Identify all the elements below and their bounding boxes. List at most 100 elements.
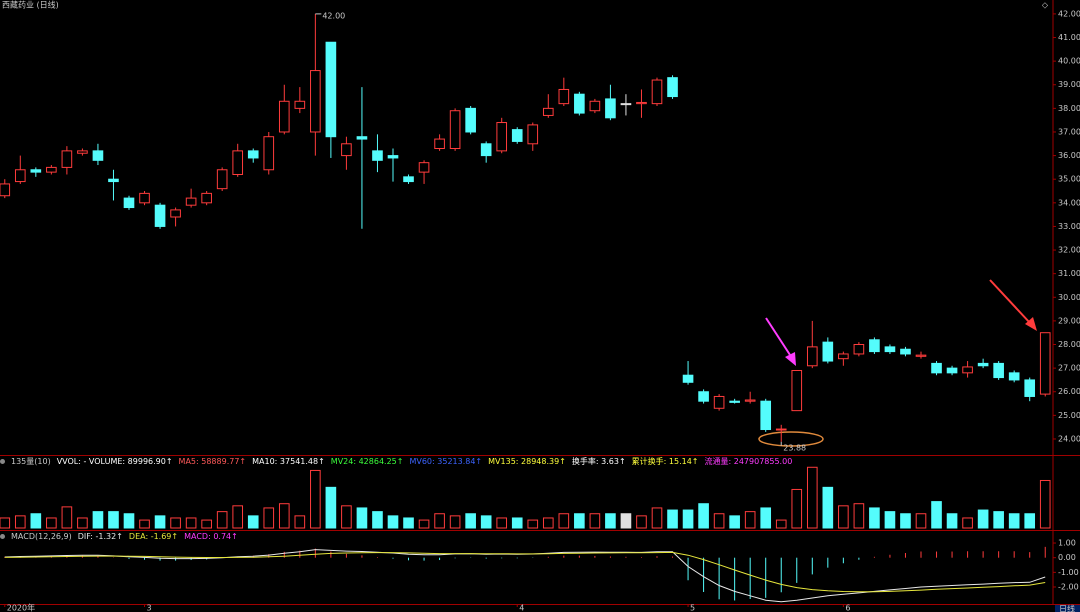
candle-body	[1024, 379, 1036, 397]
candle-body	[201, 192, 212, 204]
period-button-bg[interactable]	[1055, 605, 1080, 612]
candle-body	[310, 70, 321, 133]
candle-body	[884, 346, 896, 353]
volume-bar	[729, 515, 740, 529]
legend-entry: MA10: 37541.48↑	[252, 457, 325, 466]
y-tick-label: 26.00	[1058, 387, 1080, 396]
chart-title: 西藏药业 (日线)	[2, 0, 59, 10]
period-button[interactable]: 日线	[1059, 604, 1075, 612]
candle-body	[869, 339, 880, 353]
volume-bar	[977, 509, 989, 529]
volume-bar	[698, 503, 709, 529]
highlight-ellipse	[758, 431, 824, 447]
candle-body	[667, 77, 678, 98]
volume-bar	[201, 519, 212, 529]
candle-body	[434, 138, 445, 150]
y-tick-label: 24.00	[1058, 434, 1080, 443]
candle-body	[61, 150, 73, 168]
volume-bar	[108, 511, 119, 529]
volume-bar	[372, 511, 383, 529]
legend-entry: MA5: 58889.77↑	[178, 457, 247, 466]
candle-body	[636, 101, 647, 105]
candle-body	[123, 197, 135, 209]
y-tick-label: 41.00	[1058, 33, 1080, 42]
candle-body	[542, 107, 554, 116]
volume-bar	[946, 513, 958, 529]
candle-body	[154, 204, 166, 227]
volume-bar	[418, 519, 430, 529]
legend-entry: 135量(10)	[11, 457, 51, 466]
candle-body	[185, 197, 197, 206]
candle-body	[403, 176, 414, 183]
candle-body	[77, 150, 88, 154]
volume-bar	[822, 486, 834, 529]
candle-body	[1039, 332, 1051, 395]
volume-bar	[170, 517, 181, 529]
candle-body	[605, 98, 616, 119]
volume-bar	[558, 513, 570, 529]
volume-bar	[46, 517, 57, 529]
candle-body	[620, 103, 632, 106]
legend-entry: VVOL: - VOLUME: 89996.90↑	[56, 457, 173, 466]
macd-line	[4, 551, 1046, 593]
arrow-head	[785, 352, 796, 366]
y-tick-label: 0.00	[1058, 553, 1076, 562]
volume-bar	[14, 515, 26, 529]
candle-body	[900, 348, 911, 355]
legend-entry: MV60: 35213.84↑	[409, 457, 483, 466]
volume-bar	[931, 501, 942, 529]
volume-bar	[620, 513, 632, 529]
low-label: 23.88	[783, 443, 806, 452]
volume-bar	[77, 517, 88, 529]
legend-entry: MV24: 42864.25↑	[330, 457, 404, 466]
volume-bar	[139, 519, 150, 529]
volume-bar	[1008, 513, 1020, 529]
legend-entry: MACD: 0.74↑	[184, 532, 238, 541]
candle-body	[356, 136, 368, 140]
arrow	[765, 317, 793, 359]
y-tick-label: 28.00	[1058, 340, 1080, 349]
candle-body	[92, 150, 104, 161]
y-tick-label: 36.00	[1058, 151, 1080, 160]
volume-bar	[278, 503, 290, 529]
volume-bar	[263, 507, 275, 529]
y-tick-label: 38.00	[1058, 104, 1080, 113]
candle-body	[962, 366, 973, 374]
volume-bar	[30, 513, 42, 529]
legend-entry: DEA: -1.69↑	[128, 532, 179, 541]
candle-body	[496, 122, 508, 152]
volume-bar	[713, 513, 725, 529]
candle-body	[651, 79, 663, 105]
y-tick-label: -1.00	[1058, 568, 1079, 577]
volume-bar	[0, 517, 11, 529]
candle-body	[0, 183, 11, 197]
y-tick-label: -2.00	[1058, 583, 1079, 592]
volume-bar	[589, 513, 601, 529]
volume-bar	[791, 488, 803, 529]
arrow	[989, 279, 1031, 324]
candle-body	[263, 136, 275, 171]
volume-bar	[651, 507, 663, 529]
x-tick-label: 4	[519, 604, 524, 612]
y-tick-label: 35.00	[1058, 175, 1080, 184]
candle-body	[744, 399, 756, 402]
volume-bar	[310, 469, 321, 529]
high-label: 42.00	[322, 11, 345, 20]
y-tick-label: 29.00	[1058, 316, 1080, 325]
window-icon: ◇	[1042, 1, 1049, 10]
volume-bar	[216, 511, 228, 529]
volume-bar	[838, 505, 849, 529]
candle-body	[170, 209, 181, 218]
volume-bar	[869, 507, 880, 529]
candle-body	[325, 41, 337, 138]
volume-bar	[511, 517, 523, 529]
volume-header: 135量(10) VVOL: - VOLUME: 89996.90↑ MA5: 58…	[0, 457, 792, 467]
y-tick-label: 30.00	[1058, 293, 1080, 302]
volume-bar	[574, 513, 585, 529]
x-tick-label: 2020年	[7, 603, 35, 612]
volume-bar	[185, 517, 197, 529]
volume-bar	[636, 515, 647, 529]
volume-bar	[434, 513, 445, 529]
